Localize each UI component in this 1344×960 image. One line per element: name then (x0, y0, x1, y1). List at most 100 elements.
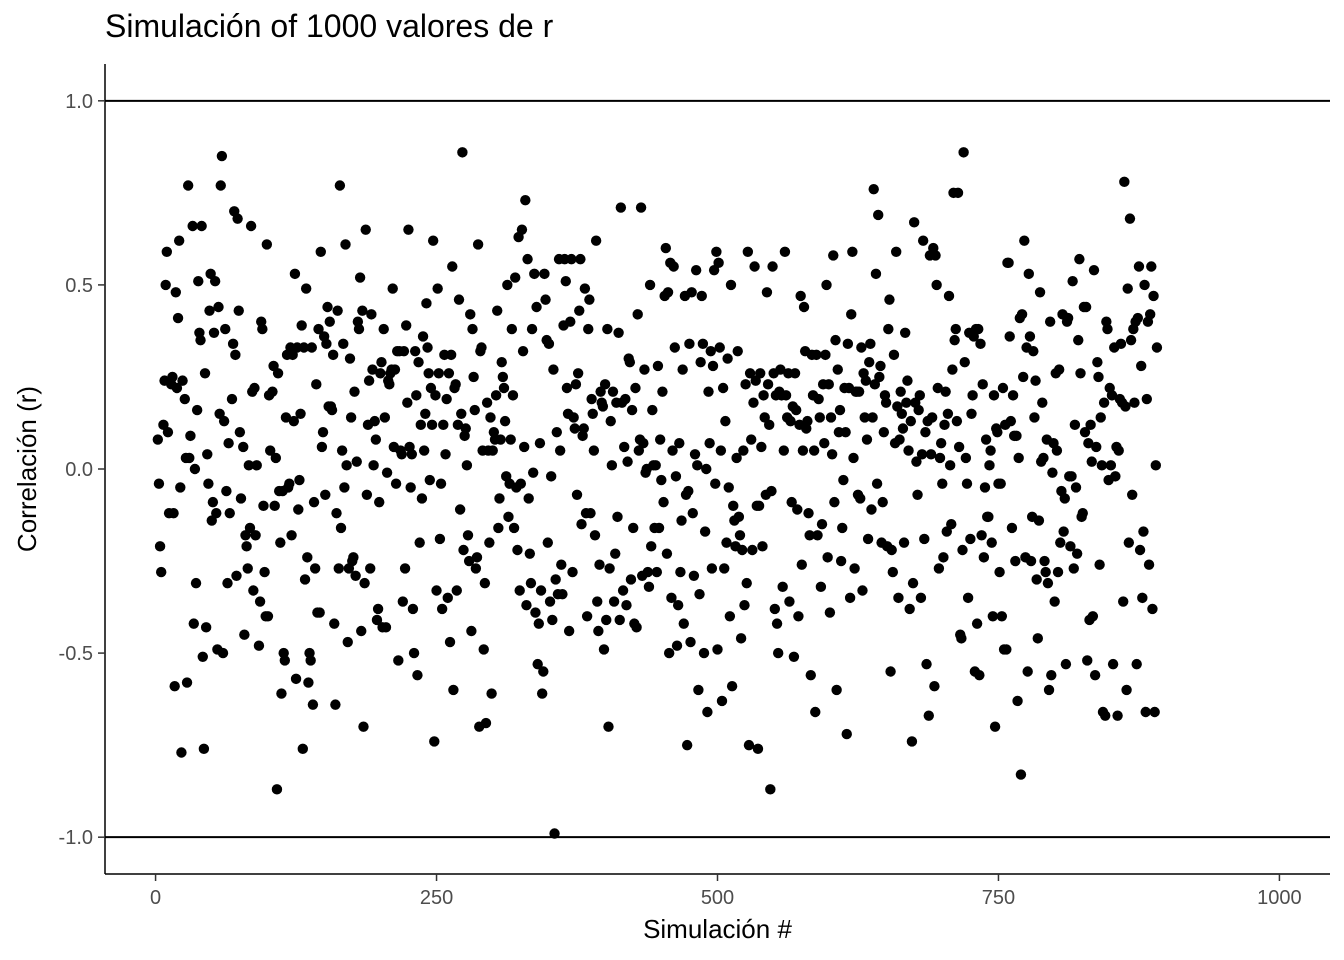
data-point (946, 519, 957, 530)
data-point (293, 504, 304, 515)
data-point (450, 379, 461, 390)
x-tick-label: 1000 (1257, 887, 1302, 909)
data-point (406, 449, 418, 460)
data-point (953, 441, 965, 453)
data-point (715, 445, 727, 456)
data-point (883, 323, 894, 335)
data-point (1005, 415, 1017, 427)
data-point (453, 294, 465, 305)
data-point (676, 515, 687, 526)
data-point (196, 220, 207, 232)
data-point (621, 600, 632, 611)
data-point (1012, 695, 1023, 707)
data-point (719, 563, 730, 574)
data-point (1093, 371, 1104, 383)
data-point (769, 603, 781, 615)
data-point (728, 500, 739, 512)
data-point (572, 368, 584, 379)
data-point (662, 287, 674, 298)
data-point (1037, 397, 1048, 408)
data-point (832, 364, 843, 375)
data-point (668, 261, 679, 272)
data-point (297, 743, 308, 755)
data-point (211, 507, 222, 519)
data-point (1082, 655, 1093, 666)
data-point (1105, 460, 1117, 471)
data-point (154, 541, 166, 552)
data-point (846, 309, 857, 320)
data-point (239, 629, 250, 640)
data-point (470, 563, 482, 574)
data-point (1022, 666, 1033, 677)
data-point (632, 309, 643, 320)
data-point (847, 246, 858, 257)
data-point (835, 555, 847, 567)
data-point (569, 423, 580, 434)
y-tick-label: 1.0 (65, 91, 93, 113)
data-point (701, 463, 712, 475)
data-point (669, 342, 680, 353)
data-point (261, 239, 273, 250)
data-point (1033, 515, 1045, 526)
data-point (1092, 357, 1103, 368)
data-point (752, 743, 764, 755)
data-point (686, 287, 697, 298)
data-point (548, 364, 559, 375)
data-point (786, 496, 797, 508)
data-point (543, 338, 555, 350)
data-point (1007, 390, 1019, 401)
data-point (1060, 658, 1072, 670)
data-point (380, 622, 392, 633)
data-point (565, 316, 576, 327)
data-point (433, 368, 444, 379)
data-point (329, 618, 340, 629)
data-point (965, 533, 976, 545)
data-point (427, 235, 439, 246)
data-point (790, 404, 802, 416)
data-point (517, 345, 529, 357)
data-point (527, 467, 539, 478)
data-point (740, 379, 751, 390)
data-point (376, 357, 387, 368)
data-point (397, 596, 409, 607)
data-point (1115, 338, 1127, 350)
data-point (1120, 401, 1131, 412)
data-point (561, 382, 573, 394)
data-point (399, 563, 411, 574)
data-point (921, 658, 932, 670)
data-point (375, 368, 386, 379)
data-point (454, 504, 466, 515)
data-point (772, 647, 784, 659)
data-point (1079, 426, 1091, 438)
data-point (599, 379, 611, 390)
data-point (374, 496, 385, 508)
data-point (567, 566, 578, 578)
data-point (257, 323, 268, 335)
data-point (413, 357, 424, 368)
data-point (411, 390, 422, 401)
reference-lines (105, 99, 1330, 839)
data-point (761, 287, 773, 298)
data-point (269, 500, 280, 512)
data-point (844, 592, 856, 604)
data-point (942, 408, 954, 419)
data-point (418, 445, 430, 456)
data-point (690, 264, 702, 276)
data-point (253, 640, 265, 651)
data-point (420, 408, 431, 419)
data-point (547, 614, 558, 626)
data-point (714, 342, 725, 353)
data-point (443, 368, 455, 379)
data-point (925, 449, 937, 460)
data-point (358, 721, 369, 732)
data-point (438, 419, 449, 431)
data-point (276, 688, 287, 699)
data-point (988, 390, 1000, 401)
data-point (179, 393, 190, 405)
data-point (885, 666, 896, 677)
data-point (711, 246, 722, 257)
data-point (350, 570, 361, 581)
data-point (667, 445, 678, 456)
data-point (199, 368, 211, 379)
data-point (645, 541, 657, 552)
